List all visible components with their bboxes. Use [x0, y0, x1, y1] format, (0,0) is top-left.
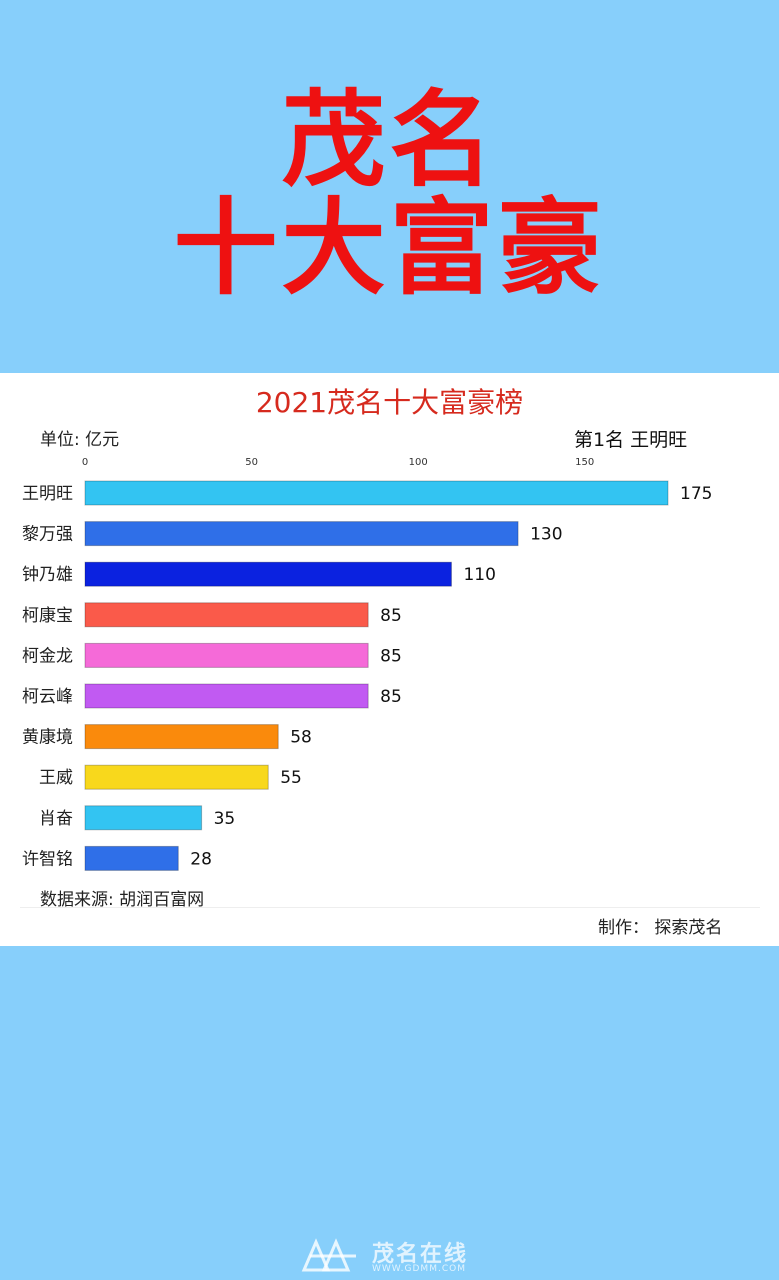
bar — [84, 480, 669, 506]
divider — [20, 907, 760, 908]
value-label: 85 — [380, 606, 402, 626]
value-label: 175 — [680, 484, 712, 504]
value-label: 55 — [280, 768, 302, 788]
category-label: 柯康宝 — [22, 606, 73, 626]
bar — [84, 724, 279, 750]
category-label: 柯金龙 — [22, 646, 73, 666]
bar — [84, 521, 519, 547]
leader-label: 第1名 王明旺 — [574, 429, 688, 451]
bar — [84, 845, 179, 871]
category-label: 许智铭 — [22, 849, 73, 869]
category-label: 黎万强 — [22, 525, 73, 545]
bar — [84, 683, 369, 709]
x-tick-label: 0 — [82, 457, 88, 468]
chart-panel: 2021茂名十大富豪榜 单位: 亿元 第1名 王明旺 0 50 100 150 王明旺 1… — [0, 373, 779, 946]
value-label: 35 — [214, 809, 236, 829]
value-label: 85 — [380, 646, 402, 666]
category-label: 柯云峰 — [22, 687, 73, 707]
x-tick-label: 150 — [575, 457, 594, 468]
value-label: 110 — [463, 565, 495, 585]
credit-label: 制作： 探索茂名 — [598, 918, 723, 938]
x-tick-label: 50 — [245, 457, 258, 468]
value-label: 85 — [380, 687, 402, 707]
watermark-text: 茂名在线 — [372, 1242, 469, 1267]
bar-chart: 0 50 100 150 王明旺 175 黎万强 130 钟乃雄 110 柯康宝 85 柯金龙 85 柯云峰… — [22, 457, 712, 871]
category-label: 钟乃雄 — [22, 565, 73, 585]
bar — [84, 602, 369, 628]
value-label: 130 — [530, 525, 562, 545]
x-tick-label: 100 — [409, 457, 428, 468]
data-source: 数据来源: 胡润百富网 — [40, 890, 205, 910]
bar — [84, 805, 203, 831]
category-label: 王明旺 — [22, 484, 73, 504]
bar — [84, 561, 452, 587]
category-label: 黄康境 — [22, 728, 73, 748]
headline-line-1: 茂名 — [281, 79, 498, 201]
unit-label: 单位: 亿元 — [40, 430, 120, 450]
watermark: 茂名在线 WWW.GDMM.COM — [300, 1234, 500, 1276]
category-label: 肖奋 — [39, 809, 73, 829]
value-label: 58 — [290, 728, 312, 748]
bar — [84, 642, 369, 668]
value-label: 28 — [190, 849, 212, 869]
headline-line-2: 十大富豪 — [173, 187, 606, 309]
watermark-logo-icon — [301, 1238, 356, 1272]
bar — [84, 764, 269, 790]
watermark-url: WWW.GDMM.COM — [372, 1264, 466, 1274]
chart-title: 2021茂名十大富豪榜 — [255, 386, 524, 419]
category-label: 王威 — [39, 768, 73, 788]
